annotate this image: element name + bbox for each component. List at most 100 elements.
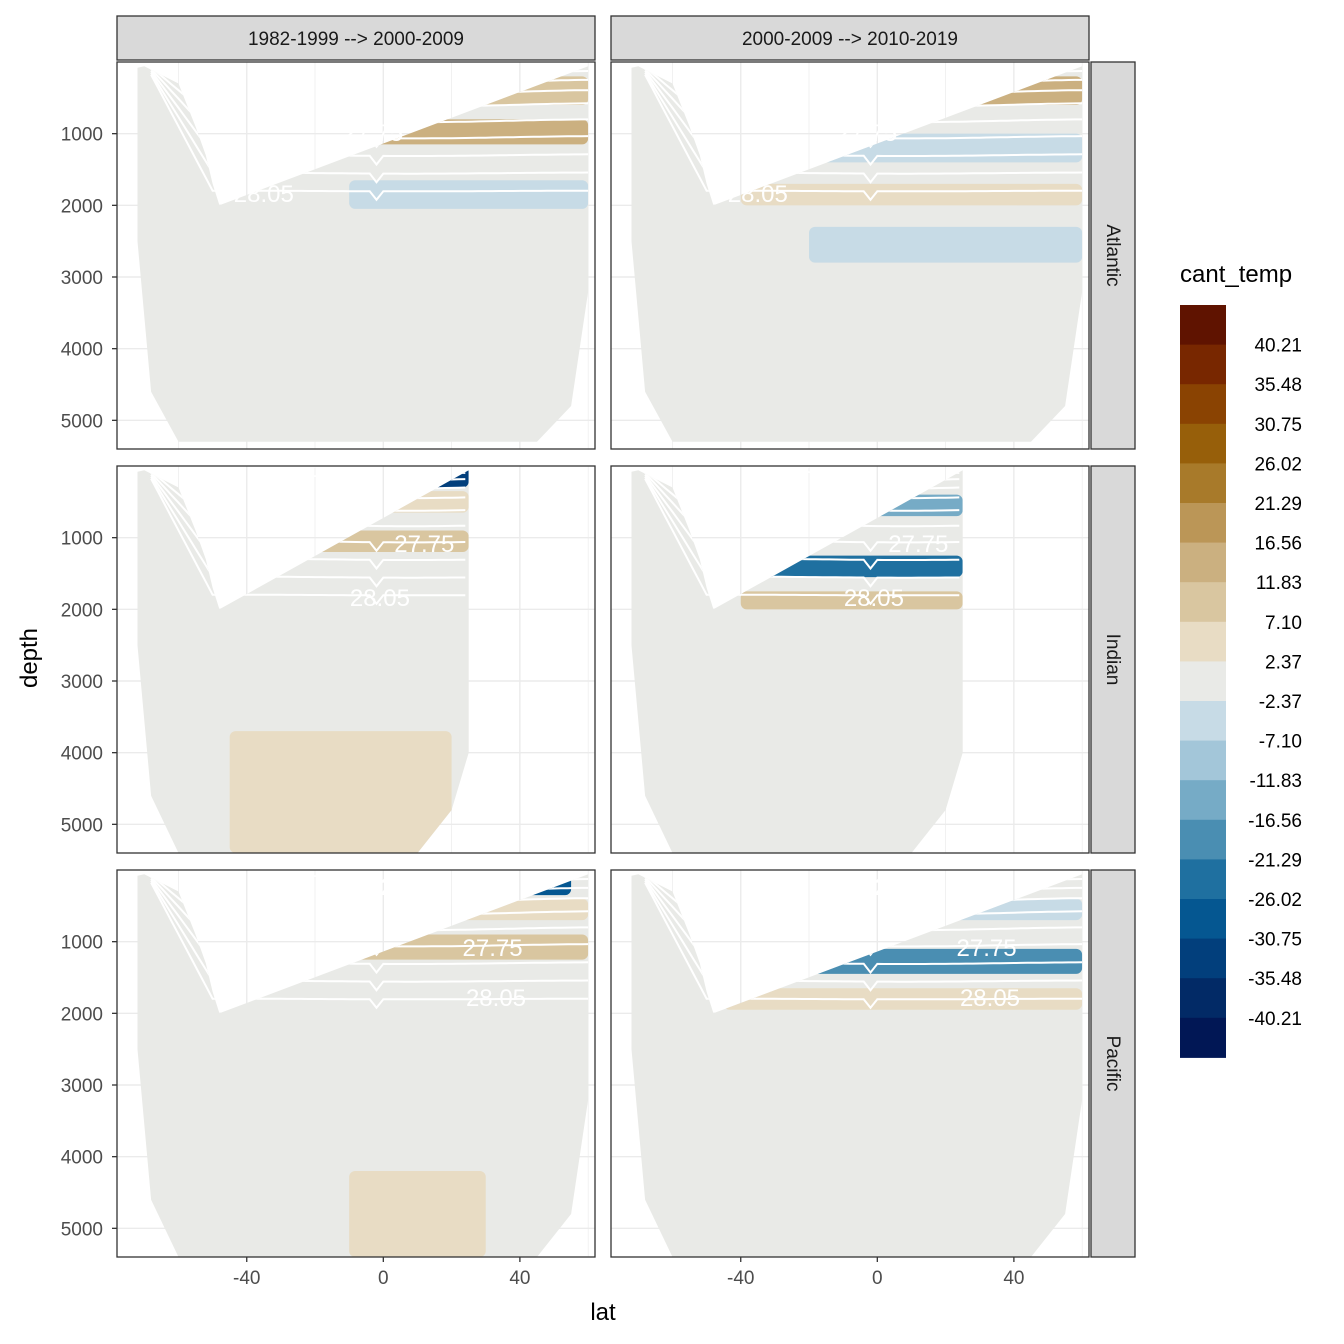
y-tick-label: 2000	[61, 600, 103, 621]
isopycnal-label: 27.75	[394, 531, 454, 558]
y-tick-label: 1000	[61, 125, 103, 146]
legend-label: 11.83	[1256, 573, 1302, 594]
legend-swatch	[1180, 661, 1226, 702]
legend-label: 40.21	[1254, 336, 1302, 357]
strip-label: Atlantic	[1102, 224, 1123, 286]
panel-border	[610, 869, 1090, 1258]
x-tick-label: -40	[727, 1268, 754, 1289]
y-axis-title: depth	[16, 628, 43, 688]
panel-indian-1: 26 27 27.75 28.05	[116, 456, 596, 854]
ocean-section	[137, 874, 589, 1257]
isopycnal-label: 28.05	[234, 181, 294, 208]
legend: cant_temp 40.21 35.48 30.75 26.02 21.29 16.56…	[1180, 261, 1302, 1058]
legend-label: -16.56	[1248, 811, 1302, 832]
legend-swatch	[1180, 463, 1226, 504]
anomaly-band	[229, 731, 452, 853]
legend-swatch	[1180, 344, 1226, 385]
x-tick-label: 40	[1003, 1268, 1024, 1289]
y-tick-label: 4000	[61, 1148, 103, 1169]
legend-swatch	[1180, 938, 1226, 979]
anomaly-band	[349, 180, 589, 209]
facet-strips: 1982-1999 --> 2000-2009 2000-2009 --> 201…	[116, 15, 1136, 1258]
strip-label: Pacific	[1102, 1036, 1123, 1092]
y-tick-label: 3000	[61, 268, 103, 289]
isopycnal-line	[150, 478, 466, 606]
isopycnal-label: 28.05	[466, 985, 526, 1012]
legend-label: 30.75	[1254, 415, 1302, 436]
strip-background	[1090, 61, 1136, 450]
legend-label: 35.48	[1254, 375, 1302, 396]
isopycnal-label: 28.05	[350, 585, 410, 612]
isopycnal-label: 27	[864, 474, 891, 501]
y-tick-label: 1000	[61, 933, 103, 954]
legend-label: 21.29	[1254, 494, 1302, 515]
legend-label: 16.56	[1254, 534, 1302, 555]
x-tick-label: 0	[378, 1268, 389, 1289]
legend-label: -35.48	[1248, 969, 1302, 990]
facet-panels: 262727.7528.05262727.7528.05262727.7528.…	[116, 50, 1090, 1258]
isopycnal-label: 27	[380, 874, 407, 901]
ocean-section	[137, 66, 589, 442]
strip-background	[610, 15, 1090, 61]
isopycnal-label: 27	[874, 874, 901, 901]
legend-swatch	[1180, 305, 1226, 346]
isopycnal-label: 27.75	[957, 935, 1017, 962]
strip-label: 2000-2009 --> 2010-2019	[742, 29, 958, 50]
y-tick-label: 4000	[61, 744, 103, 765]
isopycnal-line	[150, 476, 466, 588]
isopycnal-label: 27.75	[888, 531, 948, 558]
legend-label: -30.75	[1248, 930, 1302, 951]
legend-swatch	[1180, 542, 1226, 583]
legend-swatch	[1180, 819, 1226, 860]
panel-border	[116, 869, 596, 1258]
strip-background	[116, 15, 596, 61]
panel-border	[116, 465, 596, 854]
legend-swatch	[1180, 780, 1226, 821]
x-tick-label: 0	[872, 1268, 883, 1289]
legend-swatch	[1180, 701, 1226, 742]
isopycnal-label: 27	[768, 100, 795, 127]
legend-swatch	[1180, 582, 1226, 623]
axes: 1000200030004000500010002000300040005000…	[61, 125, 1025, 1289]
anomaly-band	[809, 226, 1083, 263]
strip-background	[1090, 465, 1136, 854]
y-tick-label: 4000	[61, 340, 103, 361]
strip-label: 1982-1999 --> 2000-2009	[248, 29, 464, 50]
y-tick-label: 2000	[61, 196, 103, 217]
panel-border	[116, 61, 596, 450]
legend-swatch	[1180, 503, 1226, 544]
isopycnal-label: 27.75	[837, 120, 897, 147]
anomaly-band	[349, 1171, 486, 1257]
y-tick-label: 2000	[61, 1004, 103, 1025]
legend-label: -7.10	[1259, 732, 1302, 753]
legend-swatch	[1180, 978, 1226, 1019]
anomaly-band	[740, 183, 1083, 206]
legend-swatch	[1180, 859, 1226, 900]
legend-swatch	[1180, 740, 1226, 781]
isopycnal-label: 27	[274, 100, 301, 127]
isopycnal-label: 28.05	[844, 585, 904, 612]
legend-swatch	[1180, 621, 1226, 662]
legend-label: -21.29	[1248, 850, 1302, 871]
legend-label: -26.02	[1248, 890, 1302, 911]
isopycnal-label: 28.05	[728, 181, 788, 208]
y-tick-label: 1000	[61, 529, 103, 550]
isopycnal-label: 26	[295, 456, 322, 483]
row-strip-atlantic: Atlantic	[1090, 61, 1136, 450]
panel-border	[610, 61, 1090, 450]
isopycnal-label: 27	[370, 474, 397, 501]
col-strip-2: 2000-2009 --> 2010-2019	[610, 15, 1090, 61]
isopycnal-line	[644, 476, 960, 588]
isopycnal-label: 27.75	[463, 935, 523, 962]
legend-swatch	[1180, 423, 1226, 464]
strip-background	[1090, 869, 1136, 1258]
y-tick-label: 3000	[61, 672, 103, 693]
legend-swatch	[1180, 899, 1226, 940]
y-tick-label: 5000	[61, 815, 103, 836]
isopycnal-label: 27.75	[343, 120, 403, 147]
legend-label: -40.21	[1248, 1009, 1302, 1030]
